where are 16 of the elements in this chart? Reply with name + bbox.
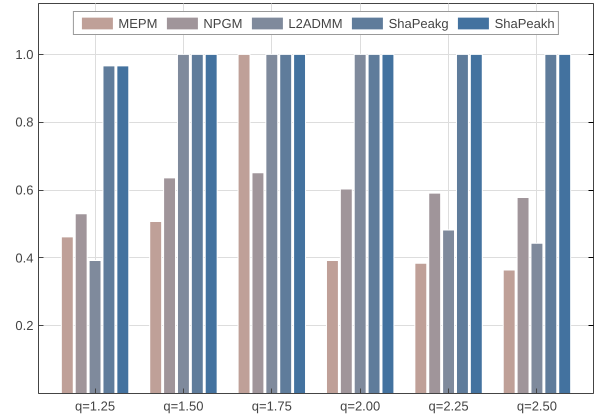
x-tick-label: q=1.50 [163,398,204,414]
y-tick-label: 0.2 [15,318,34,334]
legend-label: ShaPeakg [388,16,449,30]
legend-label: ShaPeakh [494,16,555,30]
x-tick-label: q=2.25 [428,398,469,414]
legend-label: L2ADMM [288,16,343,30]
x-tick-label: q=2.00 [340,398,380,414]
y-tick-label: 0.6 [15,182,34,198]
y-tick-label: 1.0 [15,46,34,62]
legend-label: MEPM [118,16,158,30]
y-tick-label: 0.4 [15,250,34,266]
x-tick-label: q=2.50 [516,398,558,414]
x-tick-label: q=1.75 [252,398,292,414]
legend-label: NPGM [203,16,242,30]
x-tick-label: q=1.25 [75,398,116,414]
y-tick-label: 0.8 [15,114,34,130]
